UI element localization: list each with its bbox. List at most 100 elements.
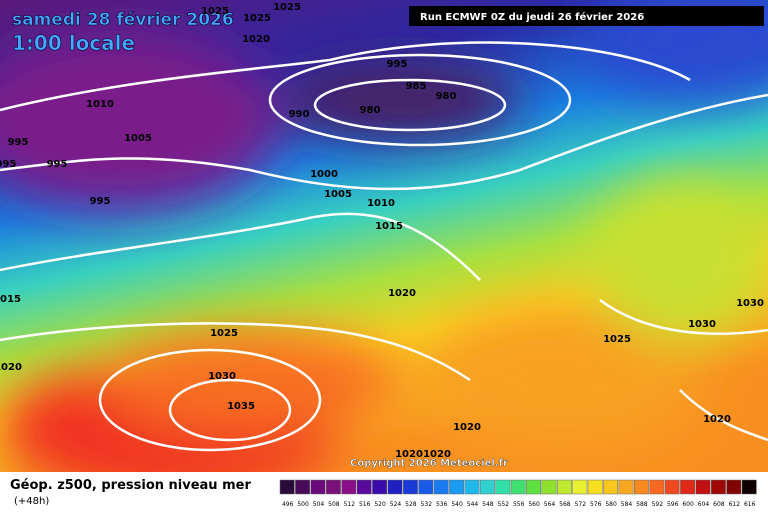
scale-swatch — [387, 479, 403, 495]
scale-swatch — [680, 479, 696, 495]
scale-label: 552 — [498, 501, 510, 508]
isobar-label: 1025 — [201, 6, 229, 17]
scale-swatch — [587, 479, 603, 495]
scale-swatch — [633, 479, 649, 495]
scale-swatch — [618, 479, 634, 495]
scale-label: 548 — [482, 501, 494, 508]
scale-label: 508 — [328, 501, 340, 508]
scale-label: 504 — [313, 501, 325, 508]
scale-swatch — [603, 479, 619, 495]
scale-label: 604 — [698, 501, 710, 508]
scale-label: 528 — [405, 501, 417, 508]
scale-label: 600 — [682, 501, 694, 508]
isobars — [0, 41, 768, 452]
scale-swatch — [402, 479, 418, 495]
run-info: Run ECMWF 0Z du jeudi 26 février 2026 — [420, 11, 644, 23]
isobar-label: 1030 — [208, 371, 236, 382]
isobar-label: 1035 — [227, 401, 255, 412]
isobar-label: 980 — [360, 105, 381, 116]
isobar-label: 1020 — [703, 414, 731, 425]
isobar-label: 1015 — [0, 294, 21, 305]
isobar-label: 995 — [8, 137, 29, 148]
scale-swatch — [741, 479, 757, 495]
scale-label: 532 — [421, 501, 433, 508]
scale-label: 588 — [636, 501, 648, 508]
isobar-label: 1005 — [124, 133, 152, 144]
isobar-label: 1025 — [603, 334, 631, 345]
scale-swatch — [695, 479, 711, 495]
isobar-label: 1020 — [0, 362, 22, 373]
scale-label: 596 — [667, 501, 679, 508]
scale-swatch — [310, 479, 326, 495]
isobar-label: 1025 — [210, 328, 238, 339]
scale-swatch — [726, 479, 742, 495]
scale-swatch — [510, 479, 526, 495]
scale-swatch — [710, 479, 726, 495]
isobar-label: 1005 — [324, 189, 352, 200]
isobar-label: 1010 — [86, 99, 114, 110]
scale-label: 540 — [451, 501, 463, 508]
isobar-label: 995 — [387, 59, 408, 70]
scale-label: 496 — [282, 501, 294, 508]
isobar-label: 1030 — [736, 298, 764, 309]
isobar-label: 1010 — [367, 198, 395, 209]
scale-label: 572 — [575, 501, 587, 508]
copyright: Copyright 2026 Meteociel.fr — [350, 458, 508, 469]
scale-swatch — [526, 479, 542, 495]
scale-swatch — [341, 479, 357, 495]
scale-swatch — [449, 479, 465, 495]
scale-label: 512 — [344, 501, 356, 508]
scale-label: 500 — [297, 501, 309, 508]
scale-swatch — [479, 479, 495, 495]
run-box — [409, 6, 764, 26]
isobar-label: 1025 — [273, 2, 301, 13]
isobar-label: 995 — [0, 159, 16, 170]
scale-label: 516 — [359, 501, 371, 508]
scale-label: 584 — [621, 501, 633, 508]
scale-label: 592 — [652, 501, 664, 508]
scale-label: 568 — [559, 501, 571, 508]
scale-swatch — [433, 479, 449, 495]
isobar-label: 1015 — [375, 221, 403, 232]
local-time: 1:00 locale — [12, 31, 135, 55]
scale-swatch — [541, 479, 557, 495]
isobar-label: 1020 — [395, 449, 423, 460]
scale-swatch — [572, 479, 588, 495]
isobar-label: 1020 — [453, 422, 481, 433]
scale-swatch — [664, 479, 680, 495]
footer-title: Géop. z500, pression niveau mer — [10, 478, 251, 493]
scale-swatch — [556, 479, 572, 495]
scale-label: 544 — [467, 501, 479, 508]
isobar-label: 980 — [436, 91, 457, 102]
scale-swatch — [372, 479, 388, 495]
isobar-label: 985 — [406, 81, 427, 92]
scale-label: 608 — [713, 501, 725, 508]
scale-label: 560 — [528, 501, 540, 508]
scale-swatch — [649, 479, 665, 495]
isobar-label: 1020 — [242, 34, 270, 45]
scale-swatch — [295, 479, 311, 495]
scale-label: 564 — [544, 501, 556, 508]
isobar-label: 1020 — [388, 288, 416, 299]
scale-swatch — [495, 479, 511, 495]
scale-label: 536 — [436, 501, 448, 508]
scale-swatch — [325, 479, 341, 495]
scale-label: 524 — [390, 501, 402, 508]
scale-label: 556 — [513, 501, 525, 508]
isobar-label: 1020 — [423, 449, 451, 460]
isobar-label: 995 — [47, 159, 68, 170]
scale-swatch — [356, 479, 372, 495]
isobar-label: 1030 — [688, 319, 716, 330]
scale-label: 520 — [374, 501, 386, 508]
scale-label: 576 — [590, 501, 602, 508]
isobar-label: 1000 — [310, 169, 338, 180]
isobar-label: 990 — [289, 109, 310, 120]
isobar-label: 1025 — [243, 13, 271, 24]
lead-time: (+48h) — [14, 496, 49, 507]
date: samedi 28 février 2026 — [12, 10, 234, 30]
scale-swatch — [464, 479, 480, 495]
scale-swatch — [279, 479, 295, 495]
scale-label: 580 — [605, 501, 617, 508]
scale-label: 616 — [744, 501, 756, 508]
